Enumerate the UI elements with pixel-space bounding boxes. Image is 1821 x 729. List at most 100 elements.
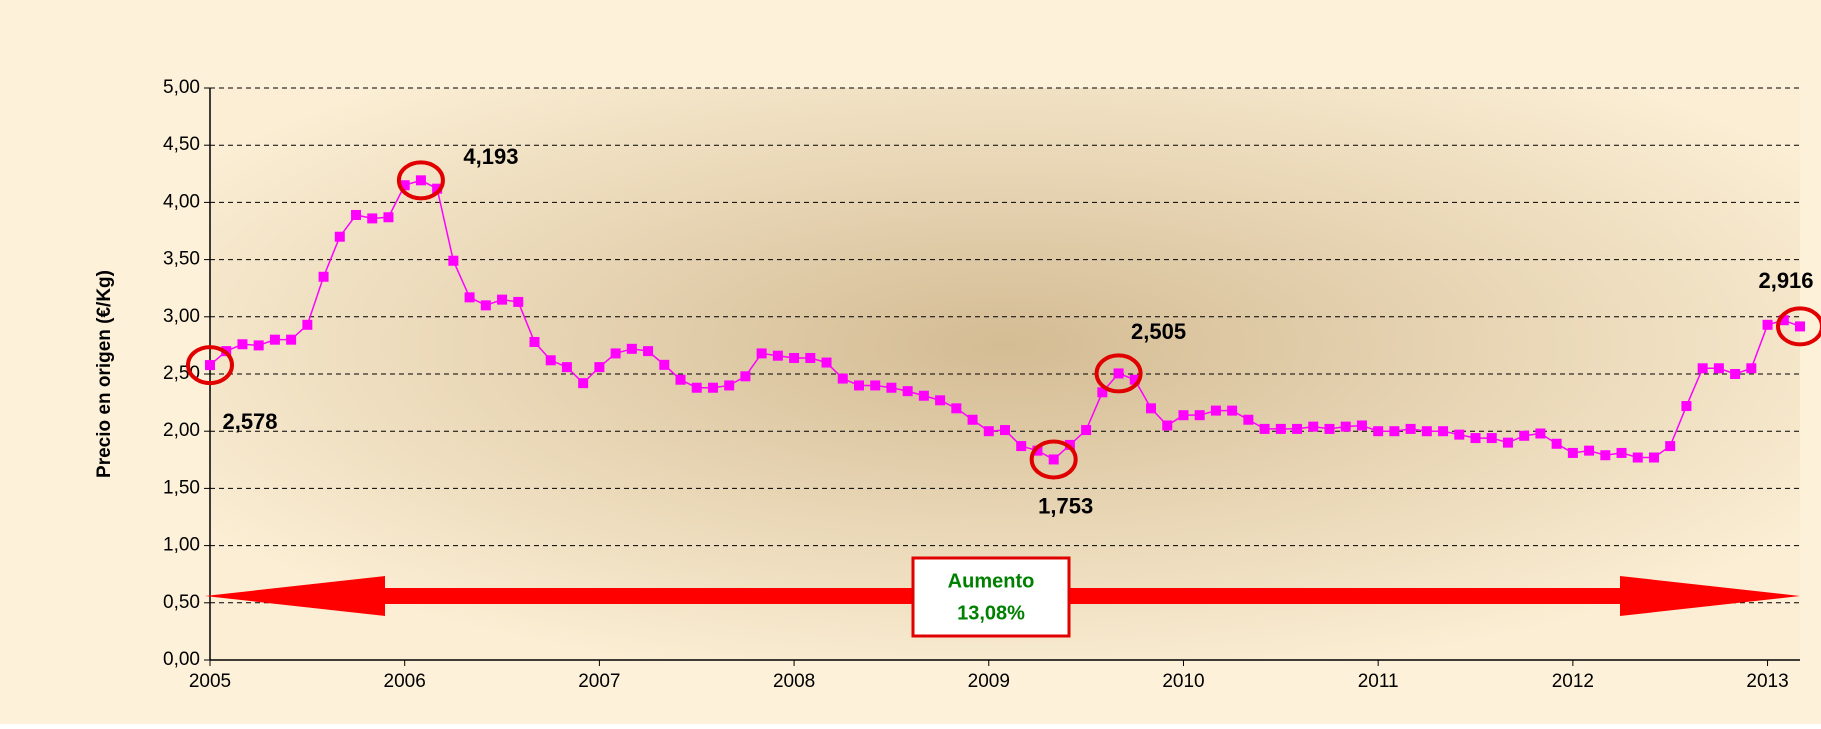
annotation-value: 13,08% [957,602,1025,624]
marker [967,414,978,425]
marker [1584,445,1595,456]
x-tick-label: 2005 [189,671,231,692]
y-tick-label: 5,00 [163,77,200,98]
y-tick-label: 4,50 [163,134,200,155]
marker [1227,405,1238,416]
annotation-box [911,556,1071,638]
marker [1470,433,1481,444]
marker [1048,454,1059,465]
marker [870,380,881,391]
marker [1535,428,1546,439]
highlight-circle [1094,353,1143,394]
y-tick-label: 3,00 [163,306,200,327]
x-tick-label: 2008 [773,671,815,692]
marker [1373,426,1384,437]
marker [399,180,410,191]
marker [1681,401,1692,412]
marker [1389,426,1400,437]
marker [1292,423,1303,434]
value-label: 1,753 [1038,493,1093,518]
marker [837,373,848,384]
value-label: 2,916 [1758,268,1813,293]
marker [772,350,783,361]
y-tick-label: 2,50 [163,363,200,384]
marker [1324,423,1335,434]
marker [1356,420,1367,431]
highlight-circle [1776,306,1821,347]
marker [529,336,540,347]
marker [918,390,929,401]
marker [821,357,832,368]
marker [1000,425,1010,436]
marker [1454,429,1465,440]
marker [286,334,297,345]
marker [1730,369,1741,379]
marker [805,352,816,363]
marker [1648,452,1659,463]
marker [886,382,897,393]
y-tick-label: 2,00 [163,420,200,441]
marker [1421,426,1432,437]
marker [1665,441,1676,452]
marker [497,294,508,305]
marker [1762,319,1773,330]
annotation-title: Aumento [948,570,1035,592]
marker [935,395,946,406]
x-tick-label: 2006 [384,671,426,692]
x-tick-label: 2013 [1746,671,1788,692]
marker [789,352,800,363]
marker [1129,374,1140,385]
marker [1113,368,1124,379]
grid [210,87,1800,604]
x-tick-label: 2011 [1358,671,1399,692]
marker [1697,363,1708,374]
marker [205,360,215,371]
marker [318,271,329,282]
marker [561,362,572,373]
marker [448,255,459,266]
marker [237,339,248,350]
marker [1162,420,1173,431]
marker [464,292,475,303]
marker [659,359,670,370]
marker [1146,403,1157,414]
marker [383,212,394,223]
marker [1795,321,1805,332]
marker [724,380,735,391]
marker [1194,410,1205,421]
marker [691,382,702,393]
marker [853,380,864,391]
marker [1519,430,1530,441]
y-tick-label: 3,50 [163,249,200,270]
marker [740,371,751,382]
marker [1713,363,1724,374]
marker [983,426,994,437]
marker [513,296,524,307]
marker [1502,437,1513,448]
marker [269,334,280,345]
value-label: 2,578 [222,409,277,434]
y-axis-label: Precio en origen (€/Kg) [94,270,115,478]
marker [1275,423,1286,434]
marker [1778,315,1789,326]
x-tick-label: 2007 [578,671,620,692]
x-tick-label: 2012 [1552,671,1594,692]
highlight-circle [1029,439,1078,480]
marker [643,346,654,357]
marker [594,362,605,373]
y-tick-label: 1,00 [163,535,200,556]
marker [1405,423,1416,434]
marker [1551,438,1562,449]
value-label: 4,193 [463,144,518,169]
marker [1259,423,1270,434]
marker [334,231,345,242]
marker [1746,363,1757,374]
marker [1016,441,1027,452]
marker [1243,414,1254,425]
x-tick-label: 2010 [1162,671,1204,692]
marker [707,382,718,393]
marker [253,340,264,351]
marker [578,378,589,389]
marker [1600,450,1611,461]
